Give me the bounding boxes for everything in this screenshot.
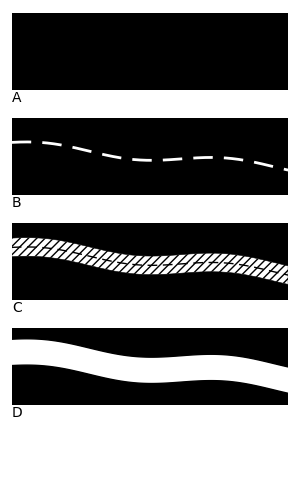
Text: C: C [12,301,21,315]
Polygon shape [12,238,288,284]
Polygon shape [12,328,288,367]
Text: D: D [12,406,23,420]
Polygon shape [12,365,288,405]
Text: A: A [12,91,21,105]
Text: B: B [12,196,21,210]
Polygon shape [12,256,288,300]
Polygon shape [12,222,288,266]
